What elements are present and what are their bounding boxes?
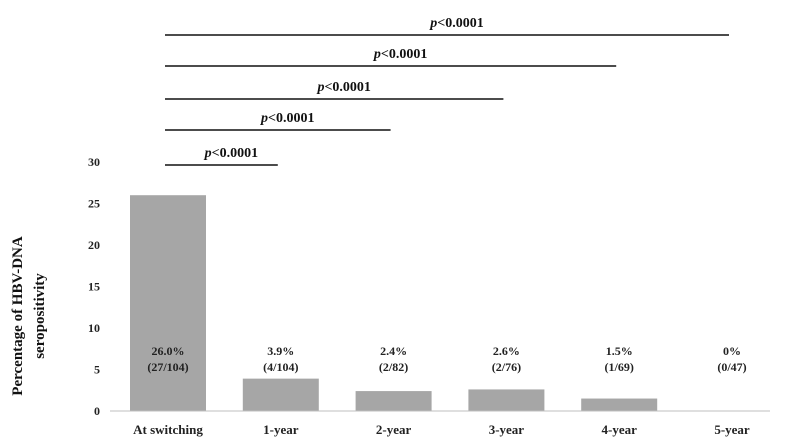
y-axis-title: Percentage of HBV-DNA seropositivity xyxy=(10,236,48,396)
y-tick-label: 0 xyxy=(94,404,100,418)
bars xyxy=(130,195,658,411)
significance-label: p<0.0001 xyxy=(373,47,427,62)
significance-label: p<0.0001 xyxy=(204,146,258,161)
significance-label: p<0.0001 xyxy=(316,80,370,95)
x-tick-label: At switching xyxy=(133,422,203,437)
x-tick-label: 2-year xyxy=(376,422,412,437)
data-label-percent: 1.5% xyxy=(606,344,633,358)
y-tick-label: 25 xyxy=(88,197,100,211)
data-label-percent: 0% xyxy=(723,344,741,358)
data-label-count: (2/82) xyxy=(379,360,408,374)
significance-label: p<0.0001 xyxy=(429,16,483,31)
y-tick-label: 5 xyxy=(94,363,100,377)
y-axis-title-line-1: Percentage of HBV-DNA xyxy=(10,236,26,396)
data-label-count: (0/47) xyxy=(717,360,746,374)
significance-label: p<0.0001 xyxy=(260,111,314,126)
data-label-percent: 2.4% xyxy=(380,344,407,358)
y-tick-label: 30 xyxy=(88,155,100,169)
y-axis-ticks: 0 5 10 15 20 25 30 xyxy=(88,155,100,418)
bar xyxy=(581,398,658,411)
data-label-count: (1/69) xyxy=(605,360,634,374)
y-tick-label: 10 xyxy=(88,321,100,335)
y-tick-label: 15 xyxy=(88,280,100,294)
significance-brackets: p<0.0001 p<0.0001 p<0.0001 p<0.0001 p<0.0001 xyxy=(165,16,729,166)
x-tick-label: 1-year xyxy=(263,422,299,437)
x-tick-label: 3-year xyxy=(489,422,525,437)
data-label-count: (4/104) xyxy=(263,360,298,374)
data-label-count: (2/76) xyxy=(492,360,521,374)
data-label-count: (27/104) xyxy=(147,360,188,374)
bar xyxy=(355,391,432,411)
y-tick-label: 20 xyxy=(88,238,100,252)
data-label-percent: 3.9% xyxy=(267,344,294,358)
bar xyxy=(130,195,206,411)
data-label-percent: 2.6% xyxy=(493,344,520,358)
x-tick-label: 5-year xyxy=(714,422,750,437)
data-label-percent: 26.0% xyxy=(152,344,185,358)
y-axis-title-line-2: seropositivity xyxy=(32,273,48,359)
bar xyxy=(468,389,545,411)
category-labels: At switching 1-year 2-year 3-year 4-year 5-ye… xyxy=(133,422,750,437)
bar xyxy=(242,378,319,411)
data-labels: 26.0% (27/104) 3.9% (4/104) 2.4% (2/82) 2.6% (2… xyxy=(147,344,746,374)
x-tick-label: 4-year xyxy=(602,422,638,437)
